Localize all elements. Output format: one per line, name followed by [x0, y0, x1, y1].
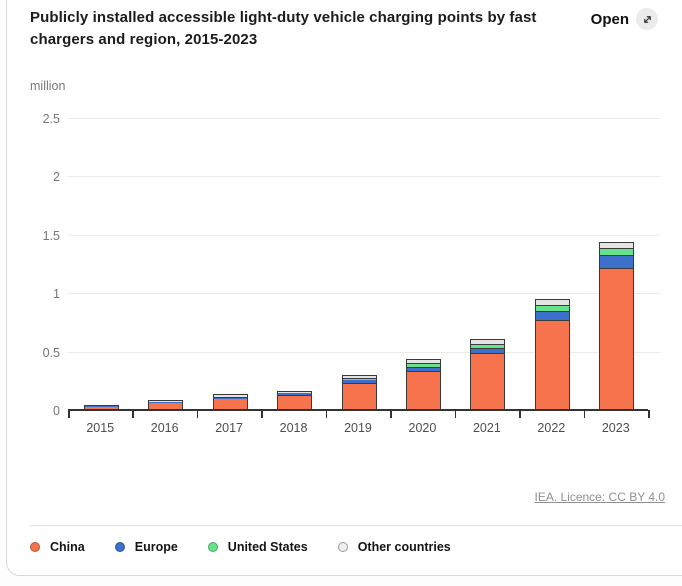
x-axis-tick-label: 2019	[344, 421, 372, 435]
y-axis-tick-label: 1	[53, 287, 60, 302]
bar-segment-china[interactable]	[84, 406, 118, 409]
iea-licence-link[interactable]: IEA. Licence: CC BY 4.0	[534, 490, 665, 504]
y-axis-tick-label: 1.5	[42, 228, 60, 243]
bar-segment-china[interactable]	[471, 353, 505, 409]
gridline	[68, 176, 660, 178]
bar-segment-united-states[interactable]	[278, 392, 312, 394]
stacked-bar-2023[interactable]	[599, 242, 635, 410]
bar-segment-united-states[interactable]	[600, 248, 634, 257]
chart-legend: China Europe United States Other countries	[30, 540, 451, 554]
legend-label: China	[50, 540, 85, 554]
x-axis-tick	[261, 410, 263, 418]
gridline	[68, 293, 660, 295]
bar-segment-united-states[interactable]	[535, 306, 569, 312]
stacked-bar-2022[interactable]	[534, 299, 570, 410]
y-axis-tick-label: 0	[53, 404, 60, 418]
x-axis-tick	[196, 410, 199, 418]
legend-dot-icon	[114, 542, 125, 552]
legend-item-united-states[interactable]: United States	[207, 540, 308, 554]
bar-segment-other-countries[interactable]	[406, 359, 440, 364]
x-axis-tick-label: 2020	[408, 421, 437, 435]
legend-dot-icon	[337, 542, 348, 552]
bar-segment-europe[interactable]	[278, 393, 312, 396]
stacked-bar-2019[interactable]	[341, 374, 377, 410]
bar-segment-other-countries[interactable]	[535, 300, 569, 307]
y-axis-tick-label: 2	[53, 170, 60, 185]
x-axis-tick	[583, 410, 586, 418]
bar-segment-other-countries[interactable]	[213, 395, 247, 398]
x-axis-tick	[68, 410, 70, 418]
x-axis-tick-label: 2022	[537, 421, 566, 435]
y-axis-tick-label: 0.5	[42, 345, 60, 360]
legend-label: Other countries	[357, 540, 451, 554]
legend-label: United States	[227, 540, 308, 554]
bar-segment-china[interactable]	[406, 371, 440, 409]
open-button-label: Open	[590, 10, 629, 28]
chart-card	[6, 0, 682, 576]
x-axis-tick	[390, 410, 392, 418]
x-axis-line	[68, 409, 648, 411]
bar-segment-europe[interactable]	[406, 367, 440, 372]
x-axis-tick	[132, 410, 134, 418]
bar-segment-other-countries[interactable]	[342, 375, 376, 379]
bar-segment-china[interactable]	[342, 383, 376, 409]
bar-segment-united-states[interactable]	[471, 345, 505, 349]
legend-item-china[interactable]: China	[30, 540, 85, 554]
bar-segment-united-states[interactable]	[406, 363, 440, 368]
bar-segment-united-states[interactable]	[342, 378, 376, 380]
plot-area: 0 0.5 1 1.5 2 2.5 2015 2016 2017 2018 2019 2020 2021…	[43, 112, 660, 435]
bar-segment-europe[interactable]	[600, 256, 634, 269]
bar-segment-europe[interactable]	[535, 311, 569, 322]
gridline	[68, 118, 660, 119]
bar-segment-europe[interactable]	[342, 379, 376, 384]
x-axis-tick-label: 2021	[472, 421, 501, 435]
gridline	[68, 351, 660, 353]
bar-segment-other-countries[interactable]	[600, 243, 634, 249]
stacked-bar-2020[interactable]	[405, 358, 441, 410]
legend-label: Europe	[134, 540, 178, 554]
bar-segment-china[interactable]	[213, 399, 247, 409]
chart-title: Publicly installed accessible light-duty…	[30, 9, 537, 48]
gridline	[68, 234, 660, 236]
bar-segment-other-countries[interactable]	[149, 400, 183, 402]
bar-segment-china[interactable]	[149, 402, 183, 409]
stacked-bar-2017[interactable]	[212, 394, 248, 410]
x-axis-tick	[648, 410, 650, 418]
x-axis-tick	[454, 410, 457, 418]
y-axis-unit-label: million	[30, 79, 66, 93]
stacked-bar-2018[interactable]	[277, 390, 313, 410]
bar-segment-europe[interactable]	[471, 348, 505, 354]
x-axis-tick-label: 2015	[86, 421, 115, 435]
x-axis-tick	[325, 410, 328, 418]
x-axis-tick	[519, 410, 521, 418]
legend-dot-icon	[207, 542, 218, 552]
open-button[interactable]: Open	[591, 8, 658, 30]
expand-arrows-icon	[636, 8, 658, 30]
x-axis-tick-label: 2016	[150, 421, 179, 435]
stacked-bar-2021[interactable]	[470, 338, 506, 410]
x-axis-tick-label: 2018	[279, 421, 308, 435]
bar-segment-china[interactable]	[278, 395, 312, 409]
y-axis-tick-label: 2.5	[42, 112, 60, 126]
bar-segment-other-countries[interactable]	[278, 391, 312, 393]
bar-segment-other-countries[interactable]	[471, 339, 505, 346]
bar-segment-europe[interactable]	[213, 398, 247, 400]
x-axis-tick-label: 2023	[601, 421, 630, 435]
legend-item-other-countries[interactable]: Other countries	[337, 540, 451, 554]
bar-segment-china[interactable]	[600, 268, 634, 409]
bar-segment-europe[interactable]	[149, 401, 183, 403]
bar-segment-china[interactable]	[535, 321, 569, 409]
x-axis-tick-label: 2017	[215, 421, 243, 435]
legend-item-europe[interactable]: Europe	[114, 540, 178, 554]
legend-dot-icon	[30, 542, 40, 552]
legend-divider	[30, 525, 682, 526]
